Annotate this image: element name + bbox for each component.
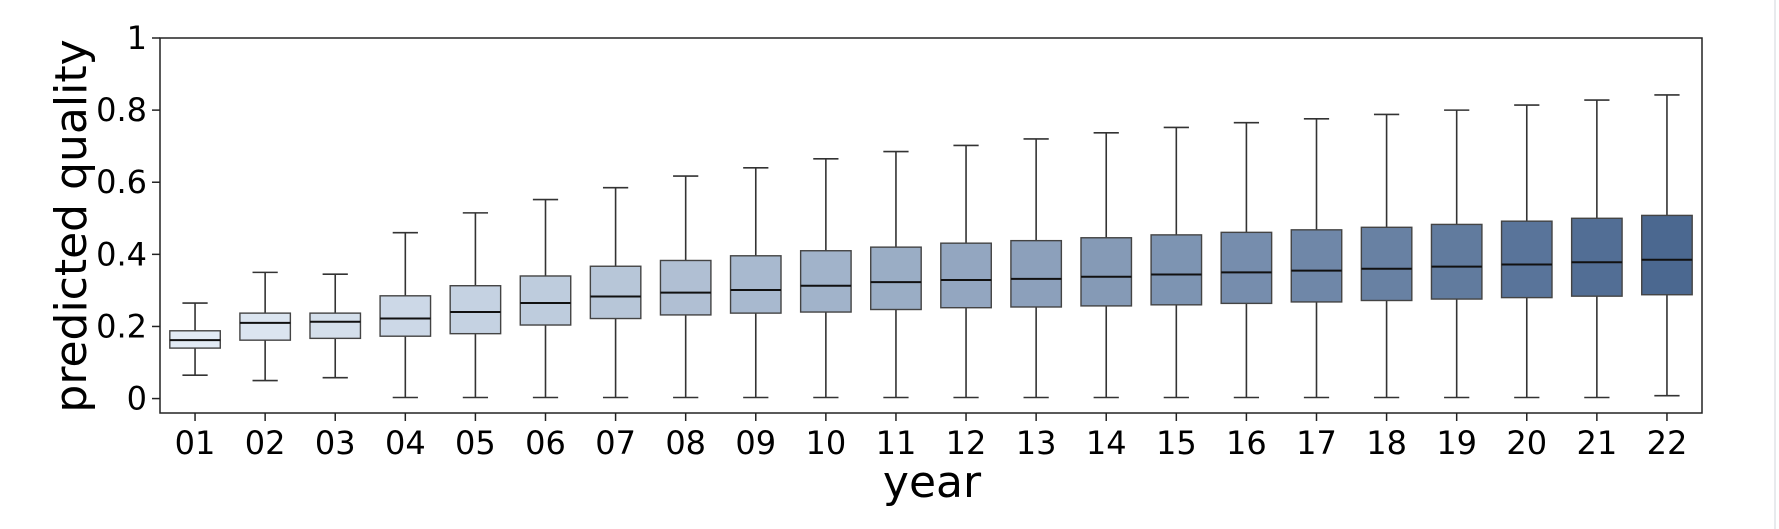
x-tick-label: 02 (245, 424, 286, 462)
box-iqr (379, 295, 432, 337)
box-iqr (799, 250, 852, 313)
box-iqr (449, 285, 502, 335)
x-tick-label: 04 (385, 424, 426, 462)
box-16 (1220, 121, 1273, 399)
box-03 (309, 273, 362, 379)
box-05 (449, 212, 502, 399)
box-iqr (870, 246, 922, 311)
box-iqr (729, 255, 782, 314)
box-iqr (309, 312, 362, 340)
x-tick-label: 08 (665, 424, 706, 462)
x-tick-label: 03 (315, 424, 356, 462)
box-20 (1500, 104, 1553, 399)
x-tick-label: 21 (1577, 424, 1618, 462)
x-tick-label: 18 (1366, 424, 1407, 462)
window-edge-divider (1774, 0, 1776, 529)
box-21 (1570, 99, 1623, 399)
box-04 (379, 231, 432, 399)
box-15 (1150, 126, 1203, 399)
box-07 (589, 186, 642, 399)
y-tick-label: 0.4 (96, 235, 147, 273)
box-10 (799, 157, 852, 399)
x-tick-label: 10 (806, 424, 847, 462)
x-tick-label: 14 (1086, 424, 1127, 462)
x-tick-label: 01 (175, 424, 216, 462)
x-tick-label: 09 (735, 424, 776, 462)
plot-marks (169, 94, 1693, 399)
box-13 (1010, 138, 1063, 399)
y-axis-title: predicted quality (46, 39, 97, 412)
box-14 (1080, 132, 1133, 399)
x-axis: 01 02 03 04 05 06 07 08 09 10 11 12 13 14 15 16 17 18 19 20… (175, 413, 1688, 462)
x-tick-label: 12 (946, 424, 987, 462)
box-iqr (1220, 231, 1273, 305)
x-tick-label: 16 (1226, 424, 1267, 462)
x-tick-label: 05 (455, 424, 496, 462)
y-tick-label: 0.8 (96, 91, 147, 129)
box-iqr (1290, 229, 1343, 303)
box-22 (1641, 94, 1693, 397)
box-iqr (589, 265, 642, 320)
x-tick-label: 17 (1296, 424, 1337, 462)
box-02 (239, 271, 292, 382)
y-tick-label: 0 (127, 380, 147, 418)
box-iqr (519, 275, 572, 326)
box-19 (1430, 109, 1483, 399)
box-iqr (239, 312, 292, 341)
box-iqr (1570, 217, 1623, 297)
y-tick-label: 0.2 (96, 307, 147, 345)
y-tick-label: 1 (127, 19, 147, 57)
box-iqr (940, 242, 992, 309)
box-iqr (1360, 226, 1413, 302)
box-iqr (659, 259, 712, 316)
x-tick-label: 06 (525, 424, 566, 462)
box-06 (519, 198, 572, 399)
box-01 (169, 302, 221, 376)
box-iqr (1080, 237, 1133, 307)
x-tick-label: 15 (1156, 424, 1197, 462)
box-iqr (1150, 234, 1203, 306)
box-08 (659, 175, 712, 399)
x-tick-label: 22 (1647, 424, 1688, 462)
box-12 (940, 144, 992, 399)
x-axis-title: year (883, 457, 982, 508)
box-11 (870, 150, 922, 399)
box-iqr (1010, 239, 1063, 308)
x-tick-label: 07 (595, 424, 636, 462)
x-tick-label: 19 (1436, 424, 1477, 462)
box-18 (1360, 113, 1413, 399)
x-tick-label: 20 (1506, 424, 1547, 462)
box-17 (1290, 117, 1343, 399)
box-iqr (1500, 220, 1553, 299)
x-tick-label: 11 (876, 424, 917, 462)
box-iqr (1430, 223, 1483, 300)
box-09 (729, 167, 782, 399)
plot-frame (159, 37, 1703, 414)
box-iqr (1641, 214, 1693, 296)
y-axis: 0 0.2 0.4 0.6 0.8 1 (96, 19, 160, 418)
y-tick-label: 0.6 (96, 163, 147, 201)
x-tick-label: 13 (1016, 424, 1057, 462)
